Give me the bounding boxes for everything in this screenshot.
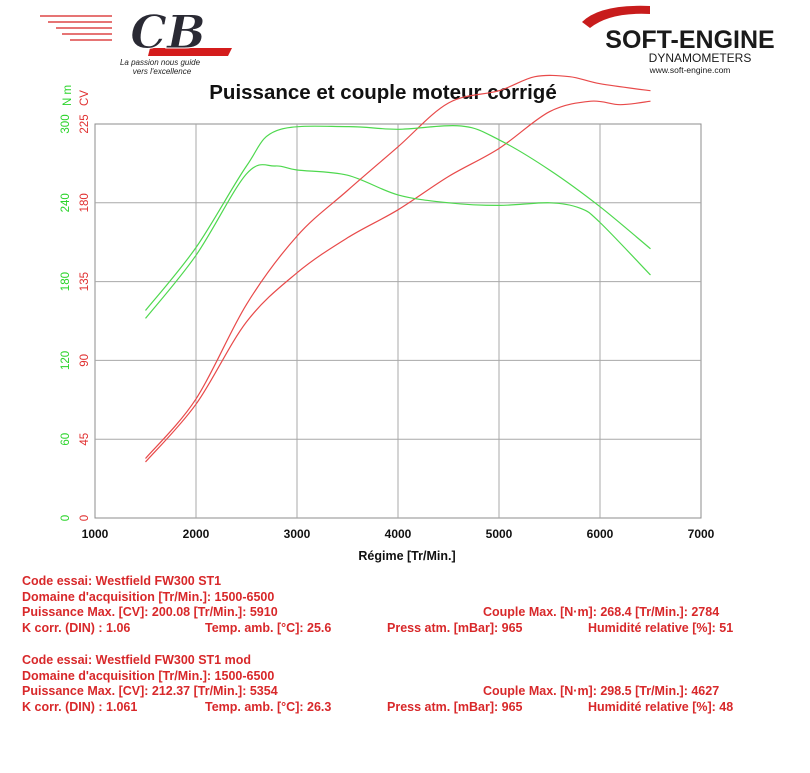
grid xyxy=(95,124,701,518)
curves xyxy=(145,74,651,463)
x-tick-label: 3000 xyxy=(284,527,311,541)
soft-engine-url: www.soft-engine.com xyxy=(649,65,731,75)
speed-lines-icon xyxy=(40,15,112,41)
x-tick-label: 2000 xyxy=(183,527,210,541)
torque-curve-run-1 xyxy=(145,164,651,319)
cb-logo: CB La passion nous guide vers l'excellen… xyxy=(40,5,232,76)
run-1-temp: Temp. amb. [°C]: 25.6 xyxy=(205,620,332,635)
cb-logo-text: CB xyxy=(130,5,206,59)
run-1-domain: Domaine d'acquisition [Tr/Min.]: 1500-65… xyxy=(22,589,275,604)
run-2-temp: Temp. amb. [°C]: 26.3 xyxy=(205,699,332,714)
run-1-code: Code essai: Westfield FW300 ST1 xyxy=(22,574,222,588)
run-2-domain: Domaine d'acquisition [Tr/Min.]: 1500-65… xyxy=(22,668,275,683)
x-tick-label: 1000 xyxy=(82,527,109,541)
cb-tagline-2: vers l'excellence xyxy=(133,67,192,76)
torque-tick-label: 0 xyxy=(60,515,72,521)
power-unit-label: CV xyxy=(79,90,91,106)
power-tick-label: 180 xyxy=(79,193,91,212)
power-curve-run-2 xyxy=(145,74,651,459)
x-tick-label: 7000 xyxy=(688,527,715,541)
run-1-k-corr: K corr. (DIN) : 1.06 xyxy=(22,620,131,635)
x-tick-label: 6000 xyxy=(587,527,614,541)
run-2-humidity: Humidité relative [%]: 48 xyxy=(588,699,734,714)
torque-unit-label: N m xyxy=(62,85,74,106)
soft-engine-logo: SOFT-ENGINE DYNAMOMETERS www.soft-engine… xyxy=(582,5,775,75)
run-1-humidity: Humidité relative [%]: 51 xyxy=(588,620,734,635)
power-tick-label: 45 xyxy=(79,433,91,446)
soft-engine-text: SOFT-ENGINE xyxy=(605,26,774,54)
chart-title: Puissance et couple moteur corrigé xyxy=(209,81,556,104)
dynamometers-text: DYNAMOMETERS xyxy=(649,51,752,65)
run-2-pressure: Press atm. [mBar]: 965 xyxy=(387,699,523,714)
power-tick-label: 0 xyxy=(79,515,91,521)
torque-curve-run-2 xyxy=(145,125,651,311)
power-curve-run-1 xyxy=(145,100,651,463)
power-tick-label: 90 xyxy=(79,354,91,367)
run-2-k-corr: K corr. (DIN) : 1.061 xyxy=(22,699,138,714)
run-2-power-max: Puissance Max. [CV]: 212.37 [Tr/Min.]: 5… xyxy=(22,684,278,698)
x-tick-label: 5000 xyxy=(486,527,513,541)
cb-tagline-1: La passion nous guide xyxy=(120,58,201,67)
axis-ticks: 1000 2000 3000 4000 5000 6000 7000045901351802… xyxy=(60,114,715,541)
torque-tick-label: 120 xyxy=(60,351,72,370)
run-1-power-max: Puissance Max. [CV]: 200.08 [Tr/Min.]: 5… xyxy=(22,605,278,619)
run-2-code: Code essai: Westfield FW300 ST1 mod xyxy=(22,653,251,667)
torque-tick-label: 300 xyxy=(60,114,72,133)
torque-tick-label: 180 xyxy=(60,272,72,291)
x-axis-label: Régime [Tr/Min.] xyxy=(358,549,455,563)
torque-tick-label: 60 xyxy=(60,433,72,446)
torque-tick-label: 240 xyxy=(60,193,72,212)
run-1-pressure: Press atm. [mBar]: 965 xyxy=(387,620,523,635)
run-1-torque-max: Couple Max. [N·m]: 268.4 [Tr/Min.]: 2784 xyxy=(483,605,720,619)
run-2-torque-max: Couple Max. [N·m]: 298.5 [Tr/Min.]: 4627 xyxy=(483,684,720,698)
power-tick-label: 135 xyxy=(79,272,91,291)
x-tick-label: 4000 xyxy=(385,527,412,541)
power-tick-label: 225 xyxy=(79,114,91,133)
